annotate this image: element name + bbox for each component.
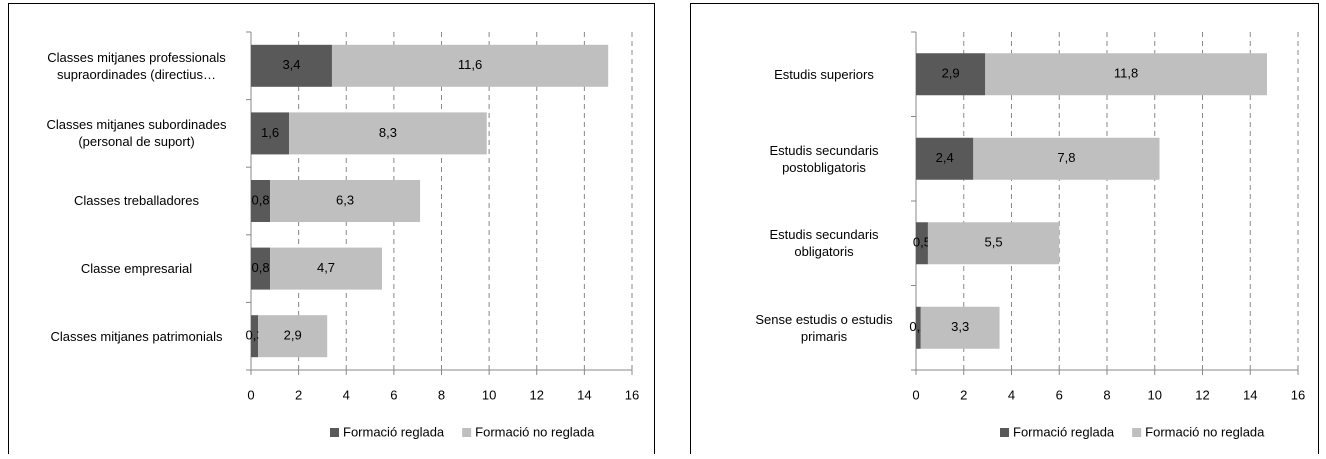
bar-segment [927,222,1060,265]
x-tick-label: 6 [390,387,397,402]
value-label: 2,9 [942,66,960,81]
y-tick-label: Sense estudis o estudis primaris [755,311,893,344]
legend-swatch [330,428,339,437]
legend-swatch [1132,428,1142,437]
category-label-box: Classes mitjanes patrimonials [50,328,223,344]
bar-segment [251,180,271,222]
category-label-box: Classes mitjanes professionals supraordi… [47,49,226,82]
x-tick-label: 12 [1195,387,1209,402]
x-tick-label: 4 [1008,387,1015,402]
bar-segment [331,44,609,87]
y-tick-label: Classe empresarial [80,261,193,277]
y-tick-label: Classes mitjanes patrimonials [50,328,223,344]
x-tick-label: 8 [1103,387,1110,402]
x-tick-label: 8 [438,387,445,402]
bar-segment [973,137,1160,180]
category-label-box: Classes mitjanes subordinades (personal … [46,117,227,150]
bar-segment [251,44,332,87]
category-label-box: Sense estudis o estudis primaris [755,311,893,344]
bar-segment [916,306,921,349]
value-label: 11,6 [458,57,482,72]
category-label-box: Estudis superiors [774,66,874,82]
bar-segment [251,247,271,290]
x-tick-label: 4 [343,387,350,402]
value-label: 2,9 [284,328,302,343]
y-tick-label: Classes treballadores [73,193,199,209]
value-label: 8,3 [379,125,397,140]
legend-label: Formació no reglada [475,424,595,439]
y-tick-label: Classes mitjanes professionals supraordi… [47,49,226,82]
bar-segment [916,222,928,265]
x-tick-label: 10 [1148,387,1162,402]
x-tick-label: 12 [530,387,544,402]
legend-swatch [462,428,472,437]
legend-label: Formació reglada [1013,424,1115,439]
x-tick-label: 16 [1291,387,1305,402]
y-tick-label: Classes mitjanes subordinades (personal … [46,117,227,150]
value-label: 4,7 [317,260,335,275]
legend-label: Formació no reglada [1145,424,1265,439]
x-tick-label: 0 [912,387,919,402]
legend-swatch [1000,428,1009,437]
x-tick-label: 2 [960,387,967,402]
value-label: 0,8 [251,260,269,275]
value-label: 3,4 [282,57,300,72]
value-label: 1,6 [261,125,279,140]
value-label: 3,3 [951,319,969,334]
x-tick-label: 16 [625,387,639,402]
bar-segment [289,112,487,155]
category-label-box: Estudis secundaris postobligatoris [769,142,879,175]
x-tick-label: 14 [1243,387,1257,402]
bar-segment [270,247,382,290]
bar-segment [270,180,421,222]
x-tick-label: 6 [1056,387,1063,402]
y-tick-label: Estudis secundaris obligatoris [769,227,879,260]
bar-segment [258,315,328,358]
category-label-box: Classe empresarial [80,261,193,277]
value-label: 6,3 [336,192,354,207]
bar-segment [251,315,259,358]
value-label: 2,4 [936,150,954,165]
bar-segment [920,306,1000,349]
x-tick-label: 2 [295,387,302,402]
category-label-box: Classes treballadores [73,193,199,209]
legend-label: Formació reglada [343,424,445,439]
x-tick-label: 0 [247,387,254,402]
panel-border [8,3,655,459]
value-label: 0,8 [251,192,269,207]
bar-segment [985,53,1267,96]
panel-border [690,3,1319,459]
y-tick-label: Estudis secundaris postobligatoris [769,142,879,175]
x-tick-label: 14 [577,387,591,402]
x-tick-label: 10 [482,387,496,402]
bar-segment [251,112,290,155]
value-label: 11,8 [1114,66,1138,81]
y-tick-label: Estudis superiors [774,66,874,82]
value-label: 7,8 [1057,150,1075,165]
value-label: 5,5 [985,235,1003,250]
value-label: 0,5 [913,235,931,250]
bar-segment [916,53,986,96]
category-label-box: Estudis secundaris obligatoris [769,227,879,260]
bar-segment [916,137,974,180]
